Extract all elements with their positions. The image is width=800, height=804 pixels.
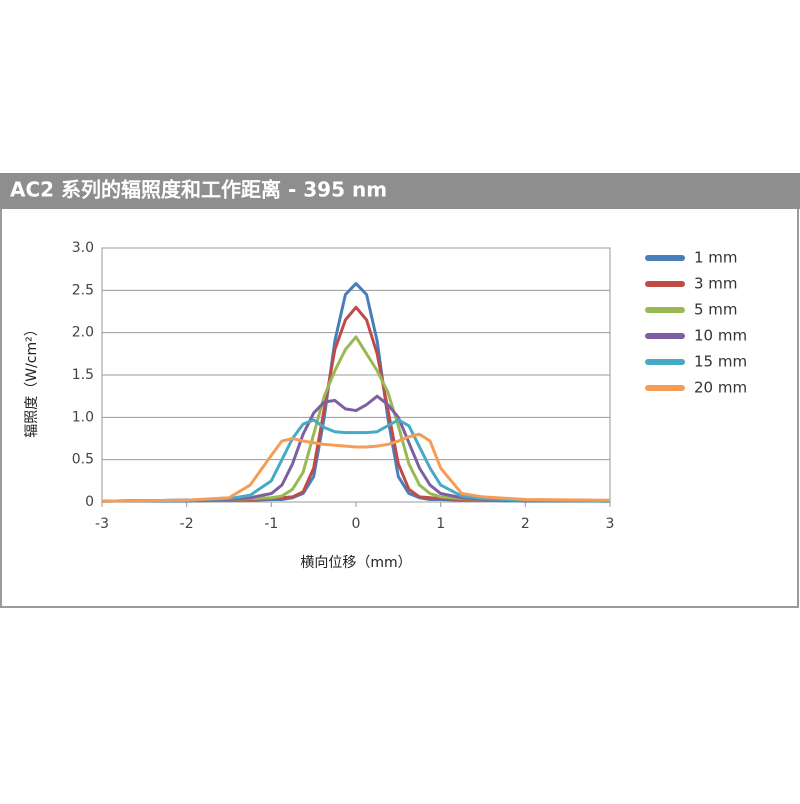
x-tick-label: -2 [180, 516, 194, 532]
y-tick-label: 1.0 [72, 409, 94, 425]
y-axis-label: 辐照度（W/cm²） [24, 322, 40, 438]
chart-title: AC2 系列的辐照度和工作距离 - 395 nm [10, 178, 387, 202]
legend-label: 15 mm [694, 353, 747, 371]
x-tick-label: -1 [264, 516, 278, 532]
x-tick-label: 1 [436, 516, 445, 532]
legend-label: 10 mm [694, 327, 747, 345]
legend-label: 20 mm [694, 379, 747, 397]
legend-label: 3 mm [694, 275, 738, 293]
series-line [101, 418, 611, 503]
x-tick-label: 2 [521, 516, 530, 532]
title-bar [0, 173, 800, 209]
plot-border [101, 247, 611, 503]
x-tick-label: -3 [95, 516, 109, 532]
legend-label: 1 mm [694, 249, 738, 267]
y-tick-label: 0 [85, 494, 94, 510]
legend-label: 5 mm [694, 301, 738, 319]
y-tick-label: 1.5 [72, 367, 94, 383]
x-tick-label: 3 [606, 516, 615, 532]
x-tick-label: 0 [352, 516, 361, 532]
series-line [101, 394, 611, 503]
series-line [101, 335, 611, 503]
y-tick-label: 0.5 [72, 452, 94, 468]
x-axis-label: 横向位移（mm） [300, 555, 411, 571]
series-line [101, 432, 611, 503]
y-tick-label: 2.5 [72, 282, 94, 298]
y-tick-label: 3.0 [72, 240, 94, 256]
y-tick-label: 2.0 [72, 325, 94, 341]
